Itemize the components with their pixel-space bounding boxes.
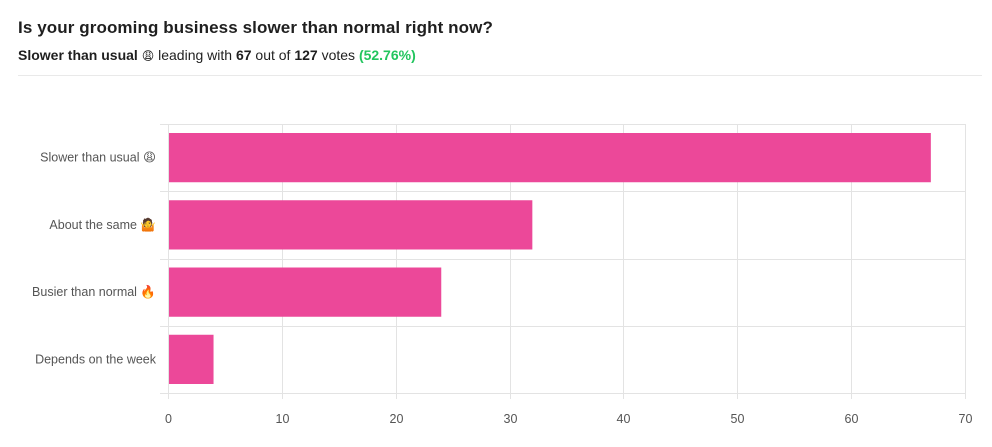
x-tick-label: 30 xyxy=(504,412,518,426)
x-tick-label: 40 xyxy=(617,412,631,426)
x-tick-label: 10 xyxy=(276,412,290,426)
leading-with-text: leading with xyxy=(158,47,233,63)
total-votes: 127 xyxy=(294,47,318,63)
x-tick-label: 20 xyxy=(390,412,404,426)
bar[interactable] xyxy=(169,200,533,250)
poll-header: Is your grooming business slower than no… xyxy=(18,18,493,63)
category-label: Slower than usual 😩 xyxy=(40,151,156,165)
bar[interactable] xyxy=(169,267,442,317)
category-label: Depends on the week xyxy=(35,352,157,366)
weary-face-icon: 😩 xyxy=(141,49,155,63)
poll-title: Is your grooming business slower than no… xyxy=(18,18,493,37)
bar[interactable] xyxy=(169,334,214,384)
leader-percent: (52.76%) xyxy=(358,47,416,63)
leader-votes: 67 xyxy=(235,47,252,63)
poll-summary: Slower than usual 😩 leading with 67 out … xyxy=(18,47,493,63)
out-of-text: out of xyxy=(255,47,291,63)
chart-bars xyxy=(169,133,931,384)
x-tick-label: 50 xyxy=(731,412,745,426)
votes-text: votes xyxy=(321,47,356,63)
bar[interactable] xyxy=(169,133,931,183)
chart-labels: 0 10 20 30 40 50 60 70 Slower than usual 😩 About … xyxy=(32,151,972,426)
x-tick-label: 0 xyxy=(165,412,172,426)
leader-label: Slower than usual xyxy=(18,47,138,63)
category-label: About the same 🤷 xyxy=(49,217,156,232)
x-tick-label: 60 xyxy=(845,412,859,426)
header-divider xyxy=(18,75,982,76)
x-tick-label: 70 xyxy=(959,412,973,426)
category-label: Busier than normal 🔥 xyxy=(32,284,156,299)
